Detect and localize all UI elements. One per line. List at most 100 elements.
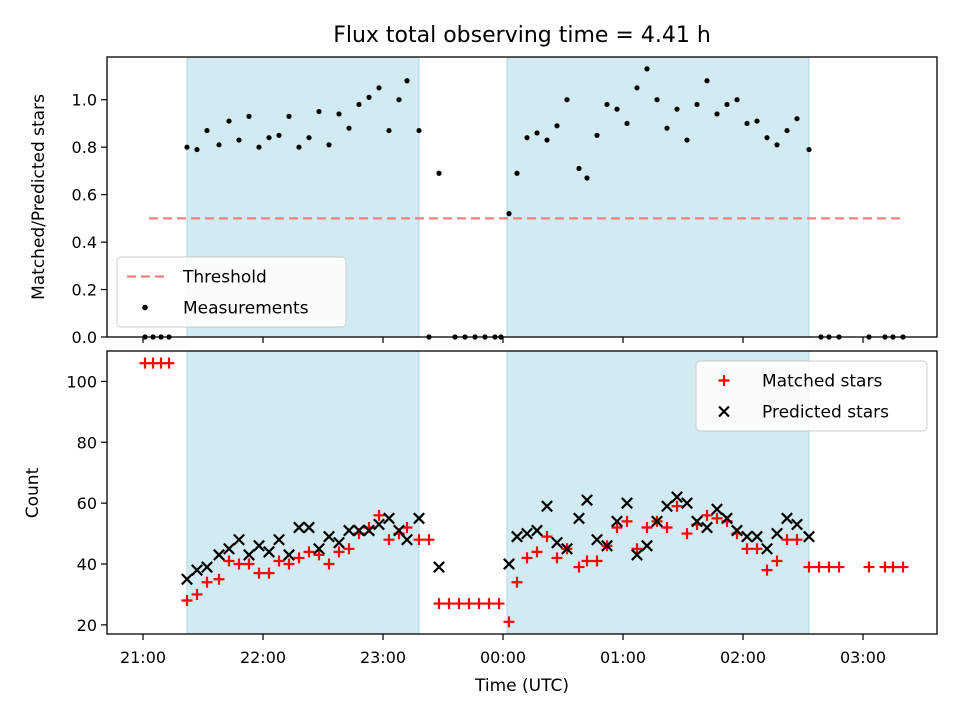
data-point <box>621 515 633 527</box>
data-point <box>293 521 305 534</box>
data-point <box>194 146 200 153</box>
data-point <box>714 111 720 117</box>
data-point <box>263 545 275 558</box>
data-point <box>483 598 495 610</box>
data-point <box>641 539 653 552</box>
x-tick-label: 00:00 <box>480 648 526 667</box>
data-point <box>611 521 623 533</box>
data-point <box>223 555 235 567</box>
data-point <box>511 530 523 543</box>
data-point <box>551 552 563 564</box>
data-point <box>266 135 272 141</box>
data-point <box>651 515 663 528</box>
data-point <box>781 534 793 546</box>
data-point <box>253 539 265 552</box>
data-point <box>343 543 355 555</box>
data-point <box>204 127 210 134</box>
data-point <box>631 543 643 555</box>
data-point <box>323 558 335 570</box>
observing-window-2 <box>506 56 810 338</box>
data-point <box>423 534 435 546</box>
data-point <box>581 555 593 567</box>
data-point <box>791 534 803 546</box>
data-point <box>534 130 540 136</box>
data-point <box>226 118 232 124</box>
data-point <box>631 548 643 561</box>
data-point <box>323 530 335 543</box>
data-point <box>644 66 650 72</box>
data-point <box>711 503 723 516</box>
data-point <box>201 561 213 574</box>
data-point <box>791 518 803 531</box>
data-point <box>453 598 465 610</box>
data-point <box>316 108 322 115</box>
series-predicted-stars <box>181 491 815 586</box>
data-point <box>276 132 282 138</box>
data-point <box>343 524 355 537</box>
data-point <box>376 85 382 91</box>
data-point <box>366 94 372 100</box>
data-point <box>503 616 515 628</box>
data-point <box>661 500 673 513</box>
data-point <box>313 549 325 561</box>
data-point <box>531 524 543 537</box>
y-tick-label: 20 <box>77 616 97 635</box>
data-point <box>601 539 613 552</box>
data-point <box>493 598 505 610</box>
legend-plus-marker <box>718 375 730 386</box>
data-point <box>336 111 342 117</box>
data-point <box>383 534 395 546</box>
data-point <box>694 101 700 108</box>
legend-box <box>695 360 928 432</box>
data-point <box>413 534 425 546</box>
data-point <box>333 546 345 558</box>
data-point <box>233 558 245 570</box>
data-point <box>584 175 590 181</box>
data-point <box>326 142 332 148</box>
data-point <box>433 598 445 610</box>
data-point <box>306 135 312 141</box>
data-point <box>253 567 265 579</box>
data-point <box>576 165 582 172</box>
data-point <box>346 125 352 131</box>
x-tick-label: 01:00 <box>600 648 646 667</box>
y-tick-label: 0.2 <box>72 281 97 300</box>
legend-label: Threshold <box>182 268 267 288</box>
data-point <box>641 521 653 533</box>
data-point <box>386 127 392 134</box>
data-point <box>691 515 703 528</box>
y-tick-label: 40 <box>77 555 97 574</box>
data-point <box>591 533 603 546</box>
data-point <box>741 530 753 543</box>
data-point <box>611 515 623 528</box>
data-point <box>283 558 295 570</box>
data-point <box>313 542 325 555</box>
data-point <box>303 521 315 534</box>
data-point <box>213 573 225 585</box>
data-point <box>383 512 395 525</box>
data-point <box>621 497 633 510</box>
data-point <box>443 598 455 610</box>
data-point <box>213 548 225 561</box>
data-point <box>591 555 603 567</box>
data-point <box>724 101 730 108</box>
data-point <box>744 120 750 127</box>
data-point <box>887 561 899 573</box>
data-point <box>751 543 763 555</box>
data-point <box>256 144 262 150</box>
data-point <box>671 491 683 504</box>
data-point <box>416 127 422 134</box>
data-point <box>506 211 512 217</box>
data-point <box>614 106 620 112</box>
data-point <box>303 546 315 558</box>
data-point <box>573 561 585 573</box>
legend-dot-marker <box>142 304 148 311</box>
data-point <box>634 85 640 91</box>
data-point <box>521 527 533 540</box>
data-point <box>514 170 520 176</box>
data-point <box>293 552 305 564</box>
x-tick-label: 03:00 <box>840 648 886 667</box>
y-tick-label: 60 <box>77 494 97 513</box>
data-point <box>333 536 345 549</box>
